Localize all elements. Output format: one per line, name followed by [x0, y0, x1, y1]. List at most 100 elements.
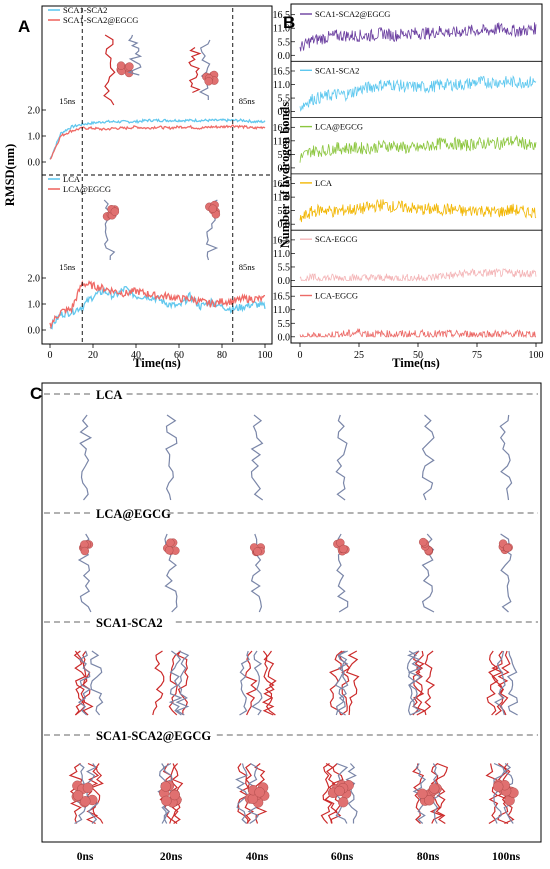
xtick-label: 0: [48, 350, 53, 361]
ytick-label: 0.0: [278, 332, 291, 343]
egcg-atom: [334, 785, 345, 797]
legend-label: LCA: [315, 178, 333, 188]
ytick-label: 11.0: [273, 249, 290, 260]
molecule-chain: [168, 650, 182, 716]
xtick-label: 20: [88, 350, 98, 361]
egcg-atom: [80, 546, 90, 556]
ytick-label: 5.5: [278, 150, 291, 161]
panel-letter-b: B: [283, 13, 295, 32]
series-line-5: [299, 328, 536, 339]
legend-label: SCA-EGCG: [315, 234, 358, 244]
molecule-chain: [244, 650, 258, 716]
structure-snapshot: [418, 533, 435, 613]
ytick-label: 16.5: [273, 10, 291, 21]
panel-letter-a: A: [18, 17, 30, 36]
molecule-chain: [79, 414, 93, 501]
structure-snapshot: [498, 533, 513, 613]
panel-b: 0.0 5.5 11.0 16.5 SCA1-SCA2@EGCG 0.0 5.5 11.0 16…: [273, 3, 544, 370]
xtick-label: 25: [354, 350, 364, 361]
egcg-atom: [204, 77, 213, 86]
structure-snapshot: [406, 650, 436, 716]
molecule-chain: [90, 650, 104, 716]
xtick-label: 40: [131, 350, 141, 361]
structure-snapshot: [485, 762, 519, 825]
panel-a-ylabel: RMSD(nm): [3, 144, 17, 207]
molecule-chain: [497, 650, 511, 716]
molecule-chain: [494, 650, 506, 716]
series-line-4: [299, 268, 537, 282]
structure-snapshot: [68, 762, 104, 825]
molecule-chain: [239, 650, 250, 716]
molecule-chain: [90, 763, 104, 824]
egcg-atom: [337, 796, 349, 808]
molecule-chain: [336, 650, 349, 716]
xtick-label: 50: [413, 350, 423, 361]
annotation-15ns: 15ns: [59, 262, 75, 272]
panel-b-plots: 0.0 5.5 11.0 16.5 SCA1-SCA2@EGCG 0.0 5.5 11.0 16…: [273, 9, 542, 343]
egcg-atom: [72, 790, 84, 801]
ytick-label: 0.0: [278, 51, 291, 62]
structure-snapshot: [421, 414, 435, 501]
xtick-label: 100: [529, 350, 544, 361]
molecule-chain: [235, 763, 249, 824]
egcg-atom: [82, 782, 94, 793]
ytick-label: 5.5: [278, 37, 291, 48]
molecule-chain: [407, 650, 422, 716]
structure-snapshot: [79, 414, 93, 501]
ytick-label: 16.5: [273, 235, 291, 246]
egcg-atom: [80, 796, 91, 807]
annotation-15ns: 15ns: [59, 96, 75, 106]
panel-c-rows: LCA LCA@EGCG SCA1-SCA2 SCA1-SCA2@EGCG: [44, 388, 538, 825]
structure-snapshot: [235, 762, 270, 824]
series-line-1: [49, 279, 266, 330]
structure-snapshot: [165, 414, 178, 501]
time-label-4: 80ns: [417, 851, 440, 863]
xtick-label: 80: [217, 350, 227, 361]
structure-snapshot: [329, 650, 360, 716]
series-line-0: [49, 117, 266, 160]
egcg-atom: [339, 544, 348, 554]
molecule-chain: [412, 650, 427, 716]
ytick-label: 11.0: [273, 193, 290, 204]
egcg-atom: [125, 62, 134, 71]
molecule-chain: [329, 650, 343, 716]
molecule-chain: [491, 650, 504, 716]
molecule-chain: [152, 650, 165, 716]
structure-snapshot: [250, 414, 264, 501]
molecule-chain: [506, 650, 519, 716]
ytick-label: 16.5: [273, 123, 291, 134]
molecule-chain: [431, 763, 441, 824]
ytick-label: 5.5: [278, 94, 291, 105]
ytick-label: 5.5: [278, 319, 291, 330]
structure-snapshot: [335, 414, 348, 501]
legend-label: LCA@EGCG: [63, 184, 111, 194]
egcg-atom: [166, 538, 175, 547]
egcg-atom: [418, 537, 428, 547]
structure-snapshot: [412, 762, 449, 825]
structure-snapshot: [499, 414, 513, 501]
series-line-3: [299, 198, 537, 223]
molecule-chain: [424, 650, 436, 716]
molecule-chain: [485, 763, 499, 825]
molecule-chain: [237, 763, 250, 824]
molecule-chain: [493, 762, 505, 824]
structure-snapshot: [486, 650, 519, 716]
series-line-2: [299, 134, 537, 163]
molecule-chain: [435, 762, 449, 825]
ytick-label: 0.0: [28, 158, 41, 169]
ytick-label: 0.0: [278, 107, 291, 118]
structure-snapshot: [239, 650, 277, 716]
row-label-3: SCA1-SCA2@EGCG: [96, 729, 211, 743]
molecule-chain: [345, 650, 360, 716]
structure-snapshot: [249, 533, 265, 613]
structure-snapshot: [320, 762, 358, 824]
molecule-chain: [334, 650, 348, 716]
series-line-1: [49, 124, 266, 160]
ytick-label: 11.0: [273, 136, 290, 147]
structure-snapshot: [163, 533, 180, 613]
row-label-1: LCA@EGCG: [96, 507, 171, 521]
egcg-atom: [161, 795, 172, 807]
molecule-chain: [261, 650, 275, 716]
